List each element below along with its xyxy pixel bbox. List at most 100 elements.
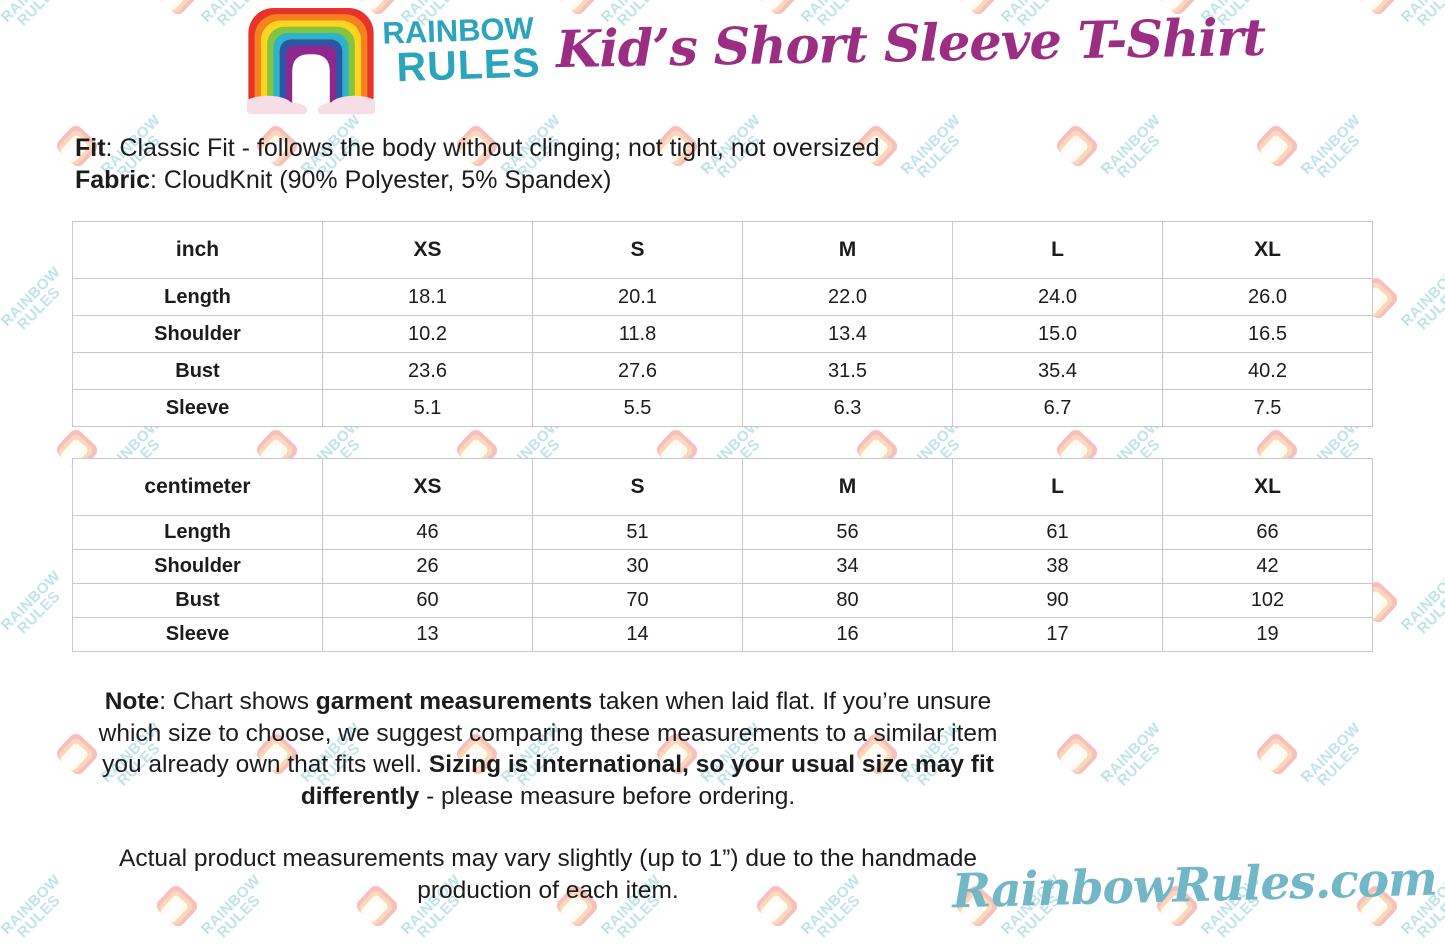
table-row: Sleeve 13 14 16 17 19 (72, 617, 1373, 652)
measurement-label: Length (72, 515, 323, 550)
measurement-cell: 31.5 (742, 352, 953, 390)
rainbow-rules-wordmark: RAINBOW RULES (382, 10, 542, 91)
measurement-cell: 60 (322, 583, 533, 618)
measurement-label: Sleeve (72, 617, 323, 652)
watermark-rainbow-icon (756, 0, 798, 14)
measurement-cell: 38 (952, 549, 1163, 584)
measurement-cell: 13.4 (742, 315, 953, 353)
measurement-cell: 5.5 (532, 389, 743, 427)
watermark-rainbow-icon (156, 0, 198, 14)
measurement-cell: 16 (742, 617, 953, 652)
measurement-label: Shoulder (72, 315, 323, 353)
measurement-cell: 11.8 (532, 315, 743, 353)
measurement-cell: 30 (532, 549, 743, 584)
measurement-cell: 66 (1162, 515, 1373, 550)
measurement-label: Sleeve (72, 389, 323, 427)
unit-header: centimeter (72, 458, 323, 516)
measurement-label: Bust (72, 583, 323, 618)
measurement-cell: 7.5 (1162, 389, 1373, 427)
rainbow-logo-icon (247, 8, 375, 114)
watermark-rainbow-icon (1056, 126, 1098, 166)
measurement-cell: 20.1 (532, 278, 743, 316)
logo-word-rules: RULES (395, 39, 542, 91)
table-row: Bust 23.6 27.6 31.5 35.4 40.2 (72, 352, 1373, 390)
measurement-cell: 10.2 (322, 315, 533, 353)
watermark-rainbow-icon (1056, 734, 1098, 774)
measurement-cell: 26.0 (1162, 278, 1373, 316)
measurement-cell: 22.0 (742, 278, 953, 316)
measurement-cell: 24.0 (952, 278, 1163, 316)
size-column-header: XL (1162, 221, 1373, 279)
table-row: Bust 60 70 80 90 102 (72, 583, 1373, 618)
size-column-header: M (742, 221, 953, 279)
measurement-cell: 23.6 (322, 352, 533, 390)
measurement-label: Length (72, 278, 323, 316)
measurement-cell: 6.3 (742, 389, 953, 427)
size-column-header: L (952, 458, 1163, 516)
website-wordmark: RainbowRules.com (951, 851, 1438, 920)
measurement-cell: 90 (952, 583, 1163, 618)
measurement-cell: 5.1 (322, 389, 533, 427)
measurement-cell: 56 (742, 515, 953, 550)
size-column-header: XS (322, 221, 533, 279)
measurement-cell: 27.6 (532, 352, 743, 390)
measurement-cell: 14 (532, 617, 743, 652)
size-column-header: XL (1162, 458, 1373, 516)
table-row: Shoulder 26 30 34 38 42 (72, 549, 1373, 584)
measurement-cell: 35.4 (952, 352, 1163, 390)
measurement-cell: 102 (1162, 583, 1373, 618)
size-table-inch: inch XS S M L XL Length 18.1 20.1 22.0 24.0 26.0 Sho… (72, 221, 1373, 427)
measurement-cell: 26 (322, 549, 533, 584)
measurement-cell: 17 (952, 617, 1163, 652)
table-row: Shoulder 10.2 11.8 13.4 15.0 16.5 (72, 315, 1373, 353)
watermark-rainbow-icon (1256, 126, 1298, 166)
measurement-cell: 40.2 (1162, 352, 1373, 390)
unit-header: inch (72, 221, 323, 279)
measurement-cell: 61 (952, 515, 1163, 550)
measurement-label: Bust (72, 352, 323, 390)
size-column-header: XS (322, 458, 533, 516)
table-header-row: inch XS S M L XL (72, 221, 1373, 279)
measurement-cell: 42 (1162, 549, 1373, 584)
fit-line: Fit: Classic Fit - follows the body with… (75, 134, 880, 162)
measurement-cell: 70 (532, 583, 743, 618)
size-column-header: L (952, 221, 1163, 279)
measurement-cell: 51 (532, 515, 743, 550)
note-paragraph: Note: Chart shows garment measurements t… (98, 688, 998, 810)
measurement-cell: 19 (1162, 617, 1373, 652)
measurement-label: Shoulder (72, 549, 323, 584)
measurement-cell: 80 (742, 583, 953, 618)
size-table-centimeter: centimeter XS S M L XL Length 46 51 56 61 66 Shoulde… (72, 458, 1373, 652)
measurement-cell: 13 (322, 617, 533, 652)
size-column-header: S (532, 458, 743, 516)
watermark-rainbow-icon (1356, 0, 1398, 14)
measurement-cell: 46 (322, 515, 533, 550)
fabric-line: Fabric: CloudKnit (90% Polyester, 5% Spa… (75, 166, 612, 194)
page-title: Kid’s Short Sleeve T-Shirt (555, 7, 1266, 81)
measurement-cell: 16.5 (1162, 315, 1373, 353)
measurement-cell: 15.0 (952, 315, 1163, 353)
table-row: Length 18.1 20.1 22.0 24.0 26.0 (72, 278, 1373, 316)
table-row: Length 46 51 56 61 66 (72, 515, 1373, 550)
watermark-rainbow-icon (56, 734, 98, 774)
table-header-row: centimeter XS S M L XL (72, 458, 1373, 516)
size-column-header: S (532, 221, 743, 279)
measurement-cell: 6.7 (952, 389, 1163, 427)
disclaimer-paragraph: Actual product measurements may vary sli… (119, 845, 977, 904)
watermark-rainbow-icon (1256, 734, 1298, 774)
